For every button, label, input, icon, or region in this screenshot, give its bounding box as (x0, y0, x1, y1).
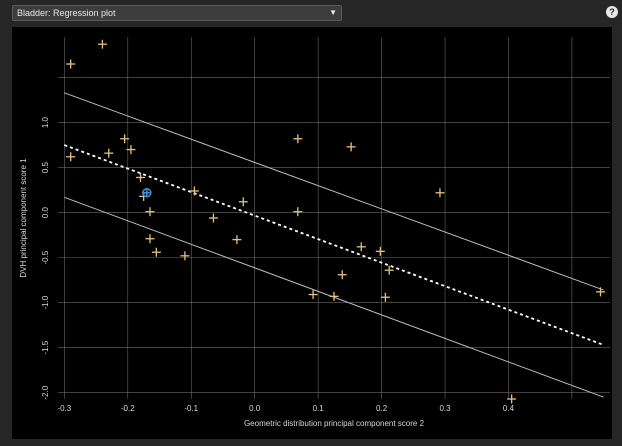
regression-lines (64, 92, 604, 398)
grid (58, 37, 610, 399)
data-point-8 (145, 207, 155, 217)
data-point-14 (232, 235, 242, 245)
regression-chart: -0.3 -0.2 -0.1 0.0 0.1 0.2 0.3 0.4 -2.0 -1.5 -1.0… (19, 37, 610, 428)
data-point-3 (104, 148, 114, 158)
data-point-27 (507, 394, 517, 404)
data-point-24 (380, 292, 390, 302)
data-point-19 (329, 291, 339, 301)
data-point-10 (151, 247, 161, 257)
regression-line (64, 144, 604, 346)
y-tick-label-0: -2.0 (41, 385, 50, 399)
data-points (66, 39, 605, 404)
plot-selector-dropdown[interactable]: Bladder: Regression plot ▼ (12, 5, 342, 21)
x-axis-label: Geometric distribution principal compone… (244, 419, 425, 428)
plot-selector-value: Bladder: Regression plot (17, 8, 116, 18)
data-point-16 (293, 134, 303, 144)
y-tick-label-5: 0.5 (41, 161, 50, 173)
data-point-0 (66, 59, 76, 69)
data-point-20 (337, 270, 347, 280)
x-tick-label-3: 0.0 (249, 404, 261, 413)
plot-area: -0.3 -0.2 -0.1 0.0 0.1 0.2 0.3 0.4 -2.0 -1.5 -1.0… (12, 27, 612, 439)
data-point-23 (375, 246, 385, 256)
y-tick-label-1: -1.5 (41, 340, 50, 354)
data-point-18 (308, 290, 318, 300)
data-point-22 (356, 242, 366, 252)
y-tick-label-2: -1.0 (41, 295, 50, 309)
chevron-down-icon[interactable]: ▼ (329, 8, 337, 17)
y-tick-label-6: 1.0 (41, 116, 50, 128)
data-point-9 (145, 234, 155, 244)
y-tick-label-3: -0.5 (41, 250, 50, 264)
highlight-point-0 (142, 188, 152, 198)
help-icon[interactable]: ? (606, 6, 618, 18)
x-tick-label-4: 0.1 (313, 404, 325, 413)
data-point-17 (293, 207, 303, 217)
x-tick-label-7: 0.4 (503, 404, 515, 413)
data-point-15 (238, 197, 248, 207)
data-point-1 (97, 39, 107, 49)
y-tick-labels: -2.0 -1.5 -1.0 -0.5 0.0 0.5 1.0 (41, 116, 50, 399)
data-point-11 (180, 251, 190, 261)
data-point-5 (126, 145, 136, 155)
data-point-28 (595, 287, 605, 297)
data-point-2 (66, 152, 76, 162)
x-tick-label-2: -0.1 (184, 404, 198, 413)
x-tick-labels: -0.3 -0.2 -0.1 0.0 0.1 0.2 0.3 0.4 (57, 404, 514, 413)
x-tick-label-5: 0.2 (376, 404, 388, 413)
y-axis-label: DVH principal component score 1 (19, 158, 28, 278)
upper-bound-line (64, 92, 604, 291)
data-point-21 (346, 142, 356, 152)
data-point-12 (189, 186, 199, 196)
y-tick-label-4: 0.0 (41, 206, 50, 218)
data-point-4 (120, 134, 130, 144)
data-point-25 (384, 265, 394, 275)
data-point-26 (435, 188, 445, 198)
x-tick-label-0: -0.3 (57, 404, 71, 413)
data-point-6 (135, 172, 145, 182)
data-point-13 (208, 213, 218, 223)
x-tick-label-6: 0.3 (439, 404, 451, 413)
x-tick-label-1: -0.2 (121, 404, 135, 413)
